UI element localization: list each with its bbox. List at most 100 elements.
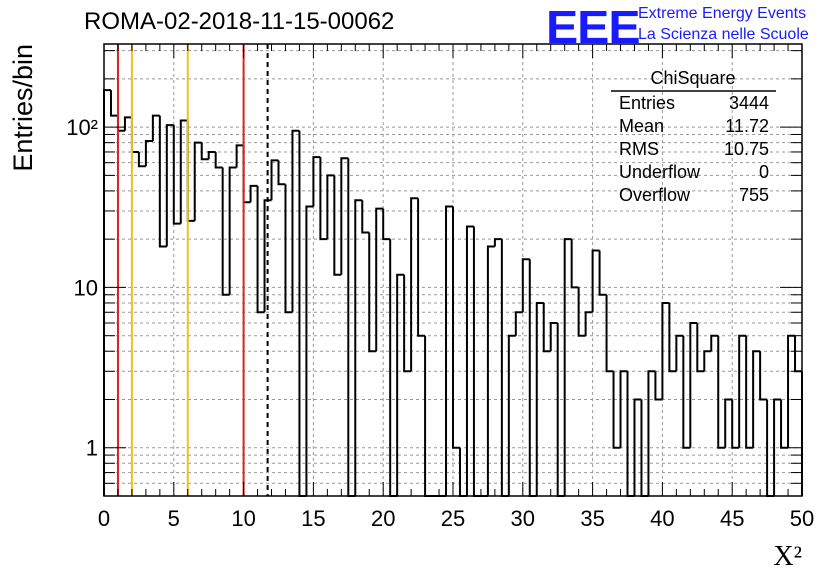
axis-labels: Entries/bin X² — [8, 44, 802, 572]
histogram-bin — [368, 232, 377, 353]
histogram-bin — [291, 129, 300, 313]
histogram-bin — [535, 301, 544, 496]
histogram-bin — [710, 334, 719, 352]
histogram-bin — [738, 334, 747, 448]
histogram-bin — [584, 311, 593, 336]
histogram-bin — [493, 238, 502, 247]
histogram-bin — [389, 239, 398, 497]
histogram-bin — [312, 156, 321, 207]
histogram-bin — [103, 89, 111, 496]
histogram-bin — [123, 116, 132, 131]
histogram-bin — [675, 334, 684, 372]
histogram-bin — [298, 130, 307, 497]
histogram-bin — [445, 205, 453, 496]
histogram-bin — [731, 399, 740, 449]
histogram-bin — [403, 274, 412, 373]
histogram-bin — [116, 115, 125, 132]
histogram-bin — [361, 200, 370, 234]
histogram-bin — [682, 335, 691, 449]
x-tick-label: 30 — [511, 506, 535, 531]
logo-tagline-2: La Scienza nelle Scuole — [638, 26, 809, 43]
run-title: ROMA-02-2018-11-15-00062 — [84, 8, 395, 35]
stats-rows: Entries 3444 Mean 11.72 RMS 10.75 Underflow 0 Ov… — [619, 93, 769, 205]
stats-row-label: Underflow — [619, 162, 701, 182]
histogram-bin — [787, 334, 796, 448]
histogram-bin — [626, 371, 635, 497]
histogram-series — [103, 89, 803, 497]
histogram-bin — [689, 321, 698, 448]
histogram-bin — [214, 151, 223, 169]
histogram-bin — [347, 158, 356, 497]
y-tick-label: 10² — [66, 115, 98, 140]
histogram-bin — [375, 207, 384, 352]
histogram-bin — [619, 370, 628, 448]
eee-logo: EEE Extreme Energy Events La Scienza nel… — [546, 1, 836, 53]
histogram-bin — [165, 124, 174, 247]
histogram-bin — [563, 238, 572, 496]
histogram-bin — [270, 159, 279, 201]
histogram-bin — [277, 160, 286, 186]
histogram-bin — [151, 114, 160, 141]
histogram-bin — [200, 142, 209, 161]
histogram-bin — [396, 273, 405, 496]
histogram-bin — [354, 199, 363, 496]
y-tick-label: 1 — [86, 436, 98, 461]
histogram-bin — [612, 371, 621, 449]
x-axis-title: X² — [773, 541, 802, 572]
histogram-bin — [221, 167, 230, 296]
histogram-bin — [549, 321, 558, 352]
histogram-bin — [172, 125, 181, 225]
histogram-bin — [137, 151, 146, 168]
x-tick-label: 45 — [720, 506, 744, 531]
histogram-bin — [724, 398, 733, 448]
histogram-bin — [570, 239, 579, 289]
histogram-bin — [780, 399, 789, 449]
x-tick-label: 20 — [371, 506, 395, 531]
histogram-bin — [521, 258, 530, 313]
histogram-bin — [598, 250, 607, 296]
stats-row-value: 11.72 — [725, 116, 769, 136]
stats-row-label: Entries — [619, 93, 675, 113]
histogram-bin — [193, 141, 202, 221]
histogram-bin — [591, 249, 600, 313]
histogram-bin — [109, 90, 118, 117]
x-tick-label: 5 — [168, 506, 180, 531]
logo-tagline-1: Extreme Energy Events — [638, 5, 807, 22]
stats-row-label: Overflow — [619, 185, 691, 205]
x-tick-label: 10 — [231, 506, 255, 531]
histogram-bin — [507, 334, 516, 496]
y-tick-label: 10 — [74, 275, 98, 300]
stats-box: ChiSquare Entries 3444 Mean 11.72 RMS 10.75 Un… — [611, 68, 776, 205]
histogram-bin — [452, 206, 460, 449]
histogram-bin — [486, 245, 495, 496]
histogram-bin — [745, 335, 754, 449]
histogram-bin — [186, 120, 195, 222]
axis-ticks: 0 5 10 15 20 25 30 35 40 45 50 1 10 10² — [66, 44, 814, 531]
histogram-bin — [633, 398, 642, 496]
histogram-bin — [417, 198, 426, 337]
eee-logo-mark: EEE — [546, 1, 641, 53]
stats-row-value: 10.75 — [724, 139, 769, 159]
reference-lines — [116, 44, 269, 496]
histogram-bin — [424, 335, 433, 497]
stats-title: ChiSquare — [650, 68, 735, 88]
histogram-bin — [752, 350, 761, 448]
stats-row-label: RMS — [619, 139, 659, 159]
histogram-bin — [144, 139, 153, 167]
x-tick-label: 35 — [580, 506, 604, 531]
histogram-bin — [256, 185, 265, 314]
histogram-bin — [284, 184, 293, 314]
x-tick-label: 25 — [441, 506, 465, 531]
histogram-bin — [542, 302, 551, 353]
histogram-bin — [410, 197, 419, 372]
histogram-bin — [556, 322, 565, 497]
histogram-bin — [263, 199, 272, 313]
stats-row-label: Mean — [619, 116, 664, 136]
x-tick-label: 50 — [790, 506, 814, 531]
histogram-bin — [773, 398, 782, 496]
histogram-bin — [668, 302, 677, 373]
histogram-bin — [207, 150, 216, 160]
histogram-bin — [794, 335, 802, 373]
histogram-bin — [326, 174, 335, 240]
histogram-bin — [500, 239, 509, 497]
